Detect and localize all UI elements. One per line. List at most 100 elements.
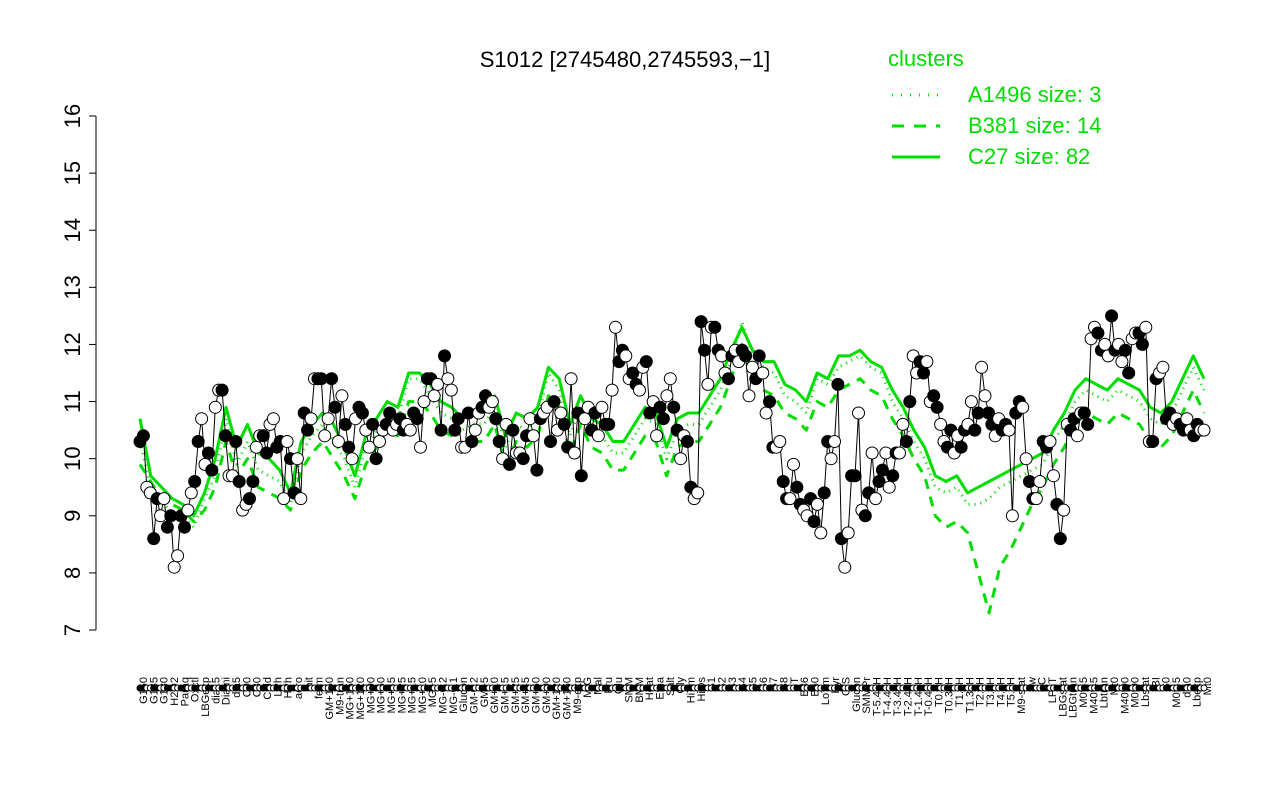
y-tick-label: 12 bbox=[60, 332, 85, 356]
data-point bbox=[1033, 475, 1047, 488]
data-point bbox=[290, 452, 304, 466]
data-point bbox=[653, 400, 667, 414]
data-point bbox=[1081, 417, 1095, 431]
data-point bbox=[602, 417, 616, 431]
data-point bbox=[875, 463, 889, 477]
data-point bbox=[1016, 400, 1030, 414]
data-point bbox=[701, 377, 715, 391]
data-point bbox=[978, 389, 992, 403]
data-point bbox=[564, 372, 578, 386]
x-tick-label: T4.0H bbox=[995, 677, 1007, 707]
data-point bbox=[506, 423, 520, 437]
data-point bbox=[694, 315, 708, 329]
data-point bbox=[301, 423, 315, 437]
data-point bbox=[1077, 406, 1091, 420]
chart-title: S1012 [2745480,2745593,−1] bbox=[480, 47, 771, 72]
data-point bbox=[489, 412, 503, 426]
x-tick-label: Lbexp bbox=[1192, 677, 1204, 707]
data-point bbox=[639, 355, 653, 369]
data-point bbox=[633, 383, 646, 397]
y-tick-label: 11 bbox=[60, 390, 85, 413]
y-tick-label: 8 bbox=[60, 567, 85, 579]
y-tick-label: 10 bbox=[60, 446, 85, 470]
y-tick-label: 13 bbox=[60, 275, 85, 299]
data-point bbox=[516, 452, 530, 466]
x-tick-label: T1.0H bbox=[954, 677, 966, 707]
data-point bbox=[294, 492, 308, 506]
data-point bbox=[817, 486, 831, 500]
data-point bbox=[229, 435, 243, 448]
data-point bbox=[903, 395, 917, 409]
data-point bbox=[318, 429, 332, 443]
cluster-series-line bbox=[138, 342, 1206, 615]
data-point bbox=[366, 417, 380, 431]
data-point bbox=[742, 389, 756, 403]
data-point bbox=[574, 469, 588, 483]
data-point bbox=[619, 349, 633, 363]
cluster-series-line bbox=[138, 320, 1206, 529]
data-point bbox=[807, 515, 821, 528]
x-marker bbox=[1200, 684, 1208, 692]
data-point bbox=[595, 400, 609, 414]
data-point bbox=[373, 435, 386, 448]
data-point bbox=[160, 520, 174, 534]
data-point bbox=[465, 435, 479, 448]
data-point bbox=[650, 429, 664, 443]
data-point bbox=[266, 412, 280, 426]
data-point bbox=[215, 383, 229, 397]
data-point bbox=[243, 492, 256, 506]
data-point bbox=[157, 492, 171, 506]
data-point bbox=[554, 406, 568, 420]
data-point bbox=[917, 366, 930, 380]
data-point bbox=[831, 377, 845, 391]
data-point bbox=[896, 417, 910, 431]
data-point bbox=[865, 446, 879, 460]
x-tick-label: Paraq bbox=[179, 677, 191, 706]
data-point bbox=[256, 429, 270, 443]
data-point bbox=[609, 320, 622, 334]
data-point bbox=[783, 492, 797, 506]
data-point bbox=[680, 435, 694, 448]
x-tick-label: nit bbox=[303, 677, 315, 689]
data-point bbox=[663, 372, 677, 386]
data-point bbox=[147, 532, 161, 546]
data-point bbox=[773, 435, 787, 448]
data-point bbox=[954, 440, 968, 454]
data-point bbox=[975, 360, 989, 374]
data-point bbox=[171, 549, 185, 563]
data-point bbox=[325, 372, 339, 386]
data-point bbox=[345, 452, 359, 466]
data-point bbox=[964, 395, 978, 409]
data-point bbox=[492, 435, 506, 448]
data-point bbox=[927, 389, 941, 403]
data-point bbox=[763, 395, 776, 409]
data-point bbox=[338, 417, 352, 431]
y-tick-label: 7 bbox=[60, 624, 85, 636]
data-point bbox=[787, 457, 800, 471]
data-point bbox=[841, 526, 855, 540]
legend: clusters A1496 size: 3 B381 size: 14 C27… bbox=[888, 46, 1101, 169]
data-point bbox=[776, 475, 790, 488]
data-point bbox=[752, 349, 766, 363]
data-point bbox=[591, 429, 605, 443]
data-point bbox=[810, 497, 824, 511]
data-point bbox=[1002, 423, 1016, 437]
data-point bbox=[246, 475, 260, 488]
legend-label-b381: B381 size: 14 bbox=[968, 113, 1101, 138]
y-axis: 7 8 9 10 11 12 13 14 15 16 bbox=[60, 104, 97, 636]
data-point bbox=[882, 480, 896, 494]
data-point bbox=[167, 560, 181, 574]
data-point bbox=[852, 406, 865, 420]
data-point bbox=[427, 389, 441, 403]
data-point bbox=[920, 355, 934, 369]
data-point bbox=[656, 412, 670, 426]
data-point bbox=[219, 429, 232, 443]
data-point bbox=[448, 423, 462, 437]
data-point bbox=[369, 452, 383, 466]
data-point bbox=[934, 417, 948, 431]
data-point bbox=[848, 469, 862, 483]
data-point bbox=[691, 486, 705, 500]
data-point bbox=[605, 383, 619, 397]
y-tick-label: 14 bbox=[60, 218, 85, 242]
data-point bbox=[828, 435, 841, 448]
